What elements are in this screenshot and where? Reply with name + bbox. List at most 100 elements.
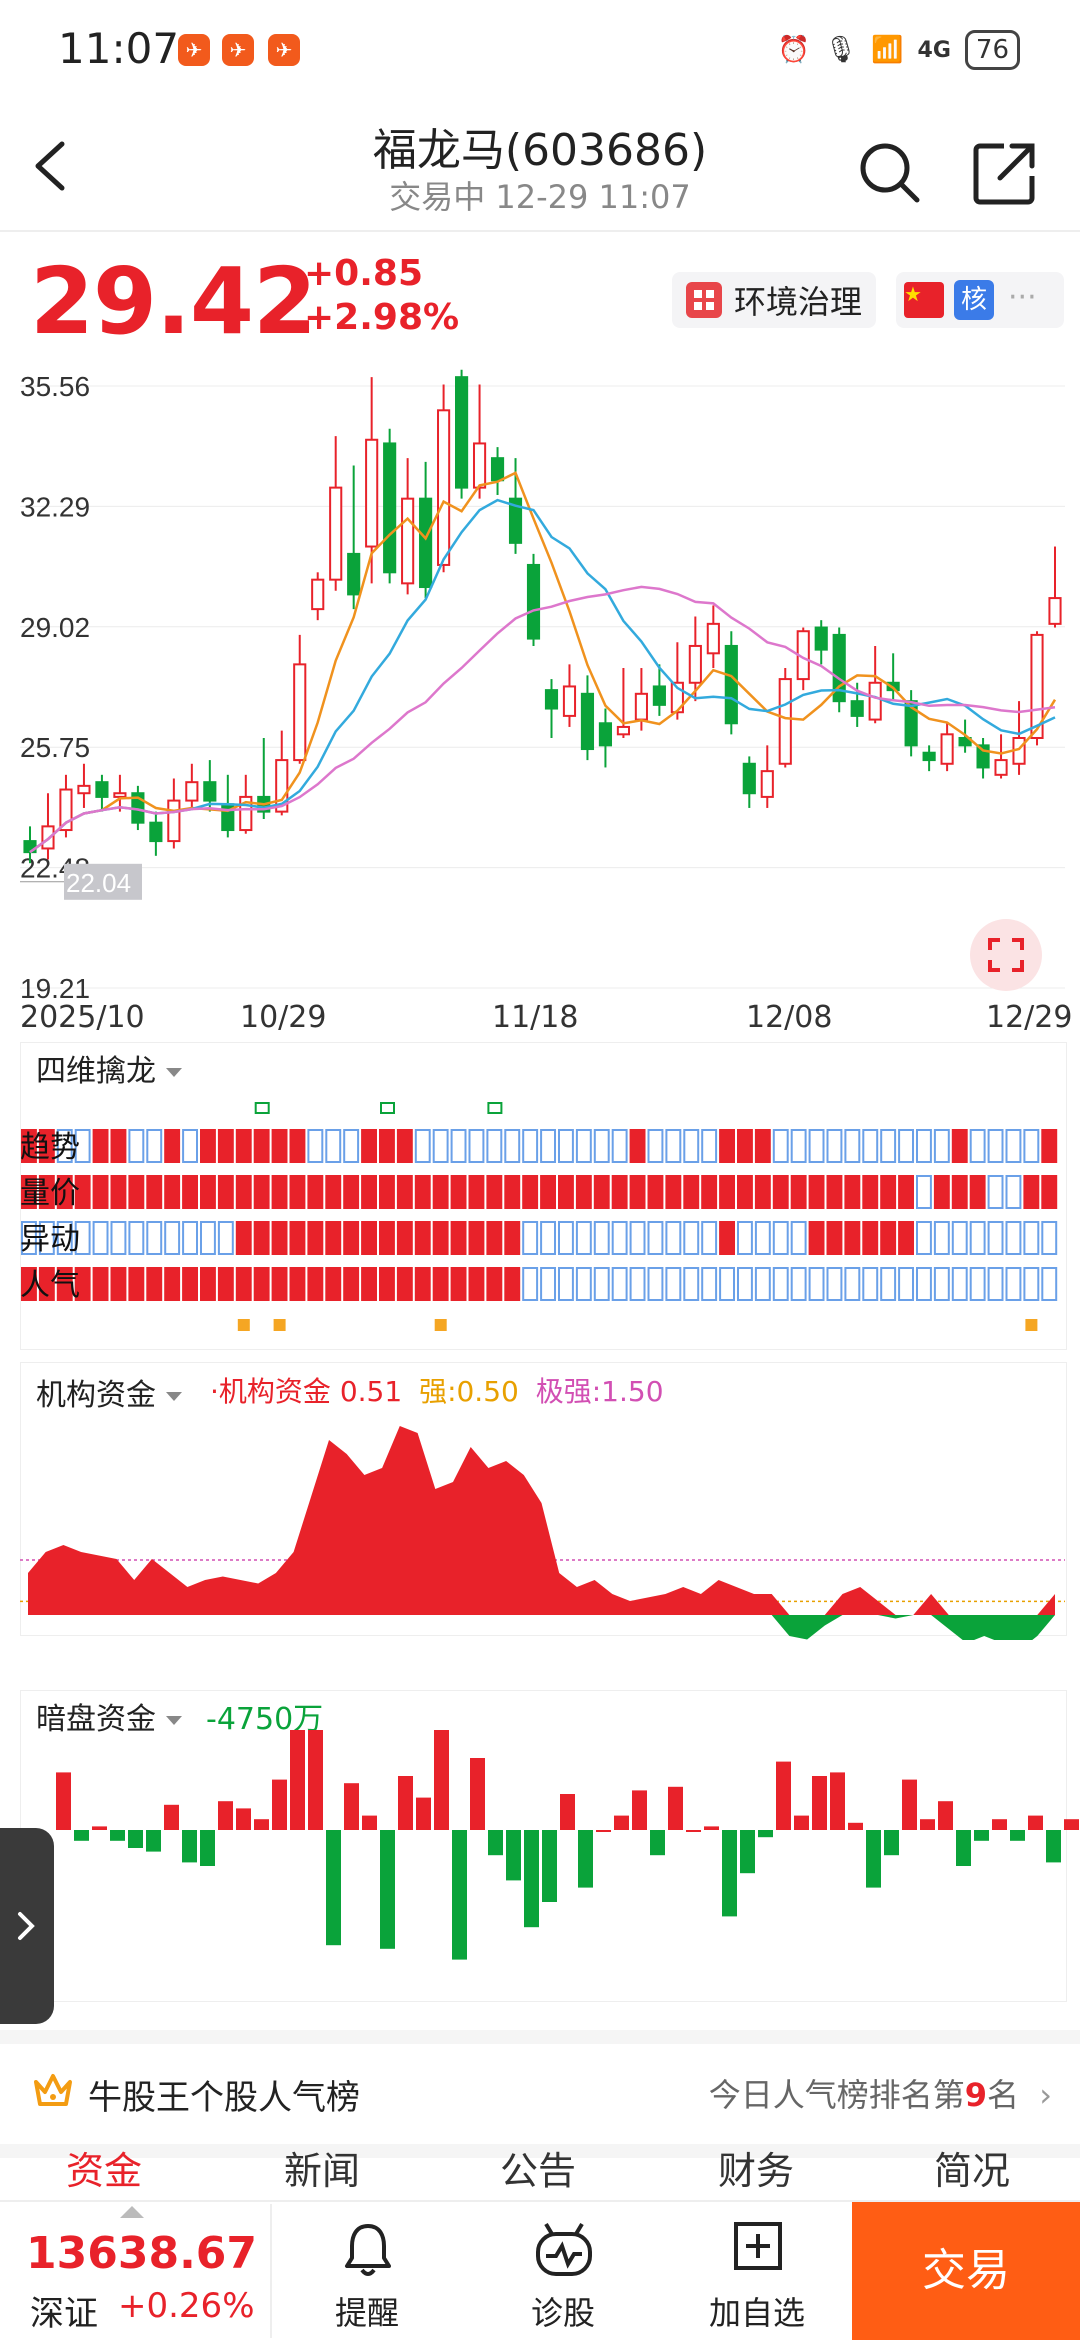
- siwei-cell: [951, 1221, 968, 1255]
- china-flag-icon: ★: [904, 282, 944, 318]
- anpan-bar: [650, 1830, 665, 1856]
- siwei-cell: [74, 1221, 91, 1255]
- robot-diagnose-icon: [536, 2222, 592, 2276]
- sector-grid-icon: [686, 282, 722, 318]
- siwei-cell: [611, 1175, 628, 1209]
- index-change: +0.26%: [118, 2286, 255, 2326]
- anpan-chart: [56, 1730, 1079, 1960]
- tab-profile[interactable]: 简况: [934, 2149, 1011, 2193]
- chevron-down-icon: [166, 1716, 182, 1725]
- x-axis-label: 2025/10: [20, 1000, 145, 1035]
- siwei-cell: [665, 1129, 682, 1163]
- siwei-cell: [307, 1267, 324, 1301]
- candle: [544, 689, 559, 710]
- siwei-cell: [92, 1267, 109, 1301]
- siwei-row-label: 人气: [20, 1268, 80, 1303]
- side-expand-handle[interactable]: [0, 1828, 54, 2024]
- siwei-cell: [790, 1221, 807, 1255]
- siwei-cell: [933, 1267, 950, 1301]
- siwei-cell: [558, 1221, 574, 1255]
- siwei-cell: [683, 1175, 700, 1209]
- anpan-bar: [740, 1830, 755, 1874]
- candle: [580, 692, 595, 751]
- anpan-bar: [290, 1730, 305, 1830]
- y-axis-label: 19.21: [20, 973, 90, 1004]
- fullscreen-icon[interactable]: [970, 919, 1042, 991]
- siwei-cell: [200, 1267, 216, 1301]
- siwei-cell: [182, 1221, 199, 1255]
- siwei-cell: [343, 1267, 360, 1301]
- popularity-rank-bar[interactable]: 牛股王个股人气榜 今日人气榜排名第9名 ›: [0, 2030, 1080, 2158]
- low-marker-label: 22.04: [66, 868, 131, 898]
- candle: [347, 552, 361, 596]
- candle: [562, 685, 577, 717]
- siwei-cell: [611, 1129, 628, 1163]
- candle: [976, 744, 990, 769]
- y-axis-label: 35.56: [20, 371, 90, 402]
- reminder-button[interactable]: 提醒: [302, 2200, 432, 2340]
- tab-news[interactable]: 新闻: [284, 2149, 361, 2193]
- sector-tag[interactable]: 环境治理: [672, 272, 877, 328]
- anpan-bar: [236, 1808, 251, 1830]
- siwei-cell: [611, 1221, 628, 1255]
- jigou-selector[interactable]: 机构资金: [36, 1370, 182, 1414]
- siwei-bottom-marker: [434, 1319, 447, 1331]
- share-icon[interactable]: [970, 138, 1040, 208]
- siwei-cell: [504, 1221, 521, 1255]
- siwei-cell: [844, 1129, 861, 1163]
- candle: [59, 788, 73, 832]
- anpan-bar: [1064, 1819, 1079, 1830]
- siwei-cell: [486, 1129, 503, 1163]
- siwei-cell: [468, 1129, 485, 1163]
- trade-button[interactable]: 交易: [852, 2202, 1080, 2340]
- siwei-cell: [826, 1267, 843, 1301]
- candle: [311, 578, 325, 611]
- anpan-bar: [218, 1801, 233, 1830]
- more-icon[interactable]: ···: [1008, 280, 1037, 315]
- candle: [293, 663, 307, 762]
- siwei-cell: [558, 1129, 574, 1163]
- siwei-cell: [969, 1175, 986, 1209]
- search-icon[interactable]: [855, 138, 925, 208]
- diagnose-button[interactable]: 诊股: [498, 2200, 628, 2340]
- index-value[interactable]: 13638.67: [26, 2228, 258, 2279]
- siwei-cell: [629, 1129, 646, 1163]
- siwei-bottom-marker: [273, 1319, 286, 1331]
- siwei-cell: [379, 1175, 395, 1209]
- candle: [814, 626, 828, 651]
- rank-prefix: 今日人气榜排名第: [708, 2076, 965, 2114]
- tab-funds[interactable]: 资金: [66, 2149, 143, 2193]
- siwei-cell: [844, 1267, 861, 1301]
- siwei-cell: [898, 1221, 914, 1255]
- siwei-cell: [826, 1129, 843, 1163]
- siwei-selector[interactable]: 四维擒龙: [36, 1046, 182, 1090]
- anpan-selector[interactable]: 暗盘资金: [36, 1694, 182, 1738]
- candle: [77, 784, 91, 795]
- siwei-cell: [629, 1221, 646, 1255]
- anpan-bar: [326, 1830, 341, 1946]
- candle: [401, 497, 415, 585]
- back-arrow-icon[interactable]: [26, 136, 76, 196]
- siwei-cell: [164, 1221, 181, 1255]
- siwei-cell: [325, 1175, 342, 1209]
- siwei-cell: [128, 1221, 145, 1255]
- siwei-cell: [200, 1221, 216, 1255]
- siwei-cell: [38, 1267, 55, 1301]
- siwei-cell: [987, 1129, 1004, 1163]
- tab-announcements[interactable]: 公告: [500, 2149, 577, 2193]
- candle: [185, 781, 199, 802]
- siwei-cell: [808, 1129, 825, 1163]
- siwei-cell: [217, 1129, 234, 1163]
- siwei-cell: [790, 1267, 807, 1301]
- concept-tags[interactable]: ★ 核 ···: [896, 272, 1064, 328]
- siwei-cell: [235, 1175, 252, 1209]
- tab-finance[interactable]: 财务: [718, 2149, 795, 2193]
- siwei-cell: [665, 1175, 682, 1209]
- add-watchlist-button[interactable]: 加自选: [692, 2200, 822, 2340]
- siwei-cell: [1023, 1221, 1040, 1255]
- siwei-cell: [575, 1267, 592, 1301]
- candle: [472, 442, 487, 489]
- siwei-cell: [182, 1129, 199, 1163]
- candle: [634, 692, 648, 721]
